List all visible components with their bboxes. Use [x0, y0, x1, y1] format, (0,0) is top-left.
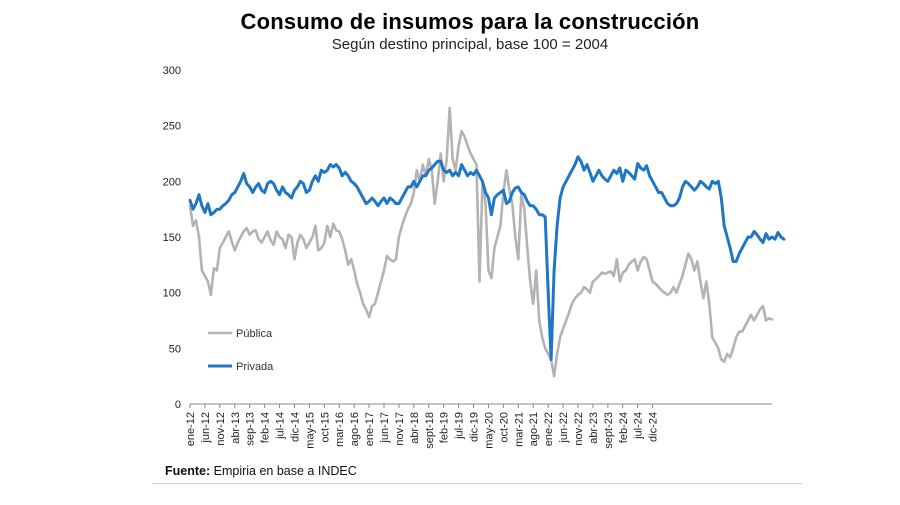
legend-label: Privada [236, 361, 274, 373]
y-tick-label: 100 [163, 288, 181, 300]
source-divider [152, 483, 802, 484]
x-tick-label: jul-19 [454, 412, 466, 440]
x-tick-label: sep-13 [245, 412, 257, 446]
x-tick-label: nov-12 [215, 412, 227, 446]
x-tick-label: jun-22 [558, 412, 570, 444]
x-tick-label: feb-14 [260, 412, 272, 443]
chart-subtitle: Según destino principal, base 100 = 2004 [331, 36, 609, 53]
x-tick-label: feb-24 [618, 412, 630, 443]
x-tick-label: dic-19 [469, 412, 481, 442]
x-tick-label: dic-24 [648, 412, 660, 442]
x-tick-label: ago-16 [349, 412, 361, 446]
series-layer [188, 106, 786, 378]
y-tick-label: 150 [163, 232, 181, 244]
source-label: Fuente: [165, 464, 211, 478]
source-note: Fuente: Empiria en base a INDEC [165, 464, 357, 478]
x-tick-label: jul-14 [275, 412, 287, 440]
x-tick-label: may-15 [304, 412, 316, 449]
x-axis: ene-12 jun-12 nov-12 abr-13 sep-13 feb-14 jul-… [185, 403, 772, 449]
x-tick-label: ene-17 [364, 412, 376, 446]
x-tick-label: jun-17 [379, 412, 391, 444]
series-publica-line [188, 106, 774, 378]
x-tick-label: oct-20 [498, 412, 510, 443]
y-tick-label: 50 [169, 343, 181, 355]
y-axis: 0 50 100 150 200 250 300 [163, 65, 181, 411]
legend: Pública Privada [208, 328, 274, 373]
x-tick-label: may-20 [483, 412, 495, 449]
x-tick-label: nov-17 [394, 412, 406, 446]
x-tick-label: ene-12 [185, 412, 197, 446]
x-tick-label: abr-18 [409, 412, 421, 444]
series-privada-line [188, 155, 786, 361]
x-tick-label: feb-19 [439, 412, 451, 443]
chart-title: Consumo de insumos para la construcción [240, 9, 700, 34]
x-tick-label: dic-14 [289, 412, 301, 442]
x-tick-label: nov-22 [573, 412, 585, 446]
x-tick-label: mar-21 [513, 412, 525, 447]
x-tick-label: jul-24 [633, 412, 645, 440]
x-tick-label: jun-12 [200, 412, 212, 444]
y-tick-label: 300 [163, 65, 181, 77]
x-tick-label: sept-23 [603, 412, 615, 449]
x-tick-label: abr-23 [588, 412, 600, 444]
legend-label: Pública [236, 328, 273, 340]
x-tick-label: ene-22 [543, 412, 555, 446]
x-tick-label: ago-21 [528, 412, 540, 446]
x-tick-label: mar-16 [334, 412, 346, 447]
y-tick-label: 200 [163, 176, 181, 188]
x-tick-label: sept-18 [424, 412, 436, 449]
y-tick-label: 250 [163, 121, 181, 133]
source-text: Empiria en base a INDEC [213, 464, 357, 478]
x-tick-label: oct-15 [319, 412, 331, 443]
x-tick-label: abr-13 [230, 412, 242, 444]
y-tick-label: 0 [175, 399, 181, 411]
